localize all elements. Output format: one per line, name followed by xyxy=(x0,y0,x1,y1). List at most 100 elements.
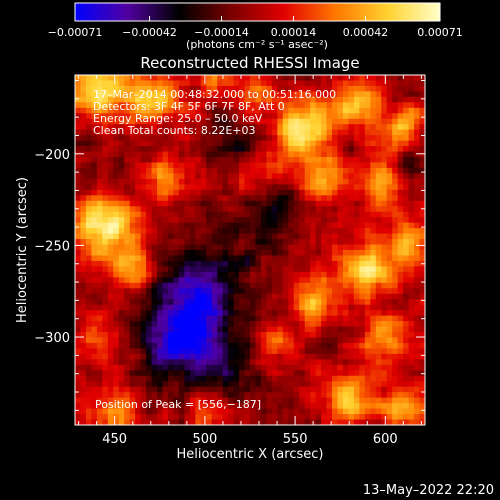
heatmap-cell xyxy=(342,321,349,327)
heatmap-cell xyxy=(184,135,191,142)
heatmap-cell xyxy=(288,304,295,311)
heatmap-cell xyxy=(239,102,245,109)
heatmap-cell xyxy=(140,364,147,371)
heatmap-cell xyxy=(348,233,355,240)
heatmap-cell xyxy=(129,135,136,142)
heatmap-cell xyxy=(386,167,393,174)
heatmap-cell xyxy=(140,332,147,338)
heatmap-cell xyxy=(80,195,87,202)
heatmap-cell xyxy=(342,304,349,311)
heatmap-cell xyxy=(189,162,196,169)
heatmap-cell xyxy=(414,250,420,256)
heatmap-cell xyxy=(178,96,185,103)
heatmap-cell xyxy=(277,167,284,174)
heatmap-cell xyxy=(222,288,229,295)
heatmap-cell xyxy=(299,113,306,120)
heatmap-cell xyxy=(228,271,234,278)
heatmap-cell xyxy=(118,96,125,103)
heatmap-cell xyxy=(80,118,87,125)
heatmap-cell xyxy=(233,146,240,152)
heatmap-cell xyxy=(310,353,317,360)
heatmap-cell xyxy=(189,392,196,399)
heatmap-cell xyxy=(337,392,344,399)
heatmap-cell xyxy=(255,146,262,152)
heatmap-cell xyxy=(189,260,196,267)
heatmap-cell xyxy=(102,211,109,218)
heatmap-cell xyxy=(364,200,371,207)
heatmap-cell xyxy=(386,140,393,147)
heatmap-cell xyxy=(173,364,180,371)
heatmap-cell xyxy=(397,135,404,142)
colorbar-tick-label: 0.00014 xyxy=(271,26,317,39)
heatmap-cell xyxy=(178,233,185,240)
heatmap-cell xyxy=(167,359,174,366)
heatmap-cell xyxy=(392,146,399,152)
colorbar-tick-label: −0.00042 xyxy=(122,26,177,39)
heatmap-cell xyxy=(135,200,142,207)
heatmap-cell xyxy=(375,173,382,180)
heatmap-cell xyxy=(353,288,360,295)
heatmap-cell xyxy=(288,375,295,382)
heatmap-cell xyxy=(288,403,295,409)
heatmap-cell xyxy=(211,75,218,81)
heatmap-cell xyxy=(266,75,273,81)
heatmap-cell xyxy=(162,217,169,224)
heatmap-cell xyxy=(233,342,240,349)
heatmap-cell xyxy=(80,167,87,174)
heatmap-cell xyxy=(146,419,152,425)
heatmap-cell xyxy=(266,184,273,191)
heatmap-cell xyxy=(342,260,349,267)
heatmap-cell xyxy=(386,255,393,262)
heatmap-cell xyxy=(173,375,180,382)
heatmap-cell xyxy=(414,332,420,338)
heatmap-cell xyxy=(250,255,256,262)
heatmap-cell xyxy=(348,222,355,229)
heatmap-cell xyxy=(167,129,174,136)
heatmap-cell xyxy=(135,211,142,218)
heatmap-cell xyxy=(200,85,207,92)
heatmap-cell xyxy=(206,167,213,174)
heatmap-cell xyxy=(167,353,174,360)
heatmap-cell xyxy=(85,195,92,202)
heatmap-cell xyxy=(195,211,202,218)
heatmap-cell xyxy=(107,266,114,273)
heatmap-cell xyxy=(167,381,174,388)
heatmap-cell xyxy=(157,271,163,278)
heatmap-cell xyxy=(359,189,366,196)
heatmap-cell xyxy=(277,91,284,98)
heatmap-cell xyxy=(414,337,420,344)
heatmap-cell xyxy=(321,75,327,81)
heatmap-cell xyxy=(96,403,103,409)
heatmap-cell xyxy=(118,195,125,202)
heatmap-cell xyxy=(397,200,404,207)
heatmap-cell xyxy=(381,348,388,355)
heatmap-cell xyxy=(255,370,262,377)
heatmap-cell xyxy=(397,342,404,349)
heatmap-cell xyxy=(135,364,142,371)
heatmap-cell xyxy=(206,288,213,295)
heatmap-cell xyxy=(85,239,92,245)
heatmap-cell xyxy=(178,206,185,213)
heatmap-cell xyxy=(96,222,103,229)
heatmap-cell xyxy=(332,200,338,207)
heatmap-cell xyxy=(157,364,163,371)
heatmap-cell xyxy=(200,277,207,284)
heatmap-cell xyxy=(293,364,300,371)
heatmap-cell xyxy=(102,321,109,327)
heatmap-cell xyxy=(211,348,218,355)
heatmap-cell xyxy=(228,173,234,180)
heatmap-cell xyxy=(332,392,338,399)
heatmap-cell xyxy=(228,260,234,267)
heatmap-cell xyxy=(222,403,229,409)
heatmap-cell xyxy=(107,397,114,404)
heatmap-cell xyxy=(217,233,224,240)
heatmap-cell xyxy=(75,129,81,136)
heatmap-cell xyxy=(381,124,388,131)
heatmap-cell xyxy=(233,162,240,169)
heatmap-cell xyxy=(359,337,366,344)
heatmap-cell xyxy=(310,271,317,278)
heatmap-cell xyxy=(342,255,349,262)
heatmap-cell xyxy=(244,375,251,382)
heatmap-cell xyxy=(342,217,349,224)
heatmap-cell xyxy=(124,124,131,131)
